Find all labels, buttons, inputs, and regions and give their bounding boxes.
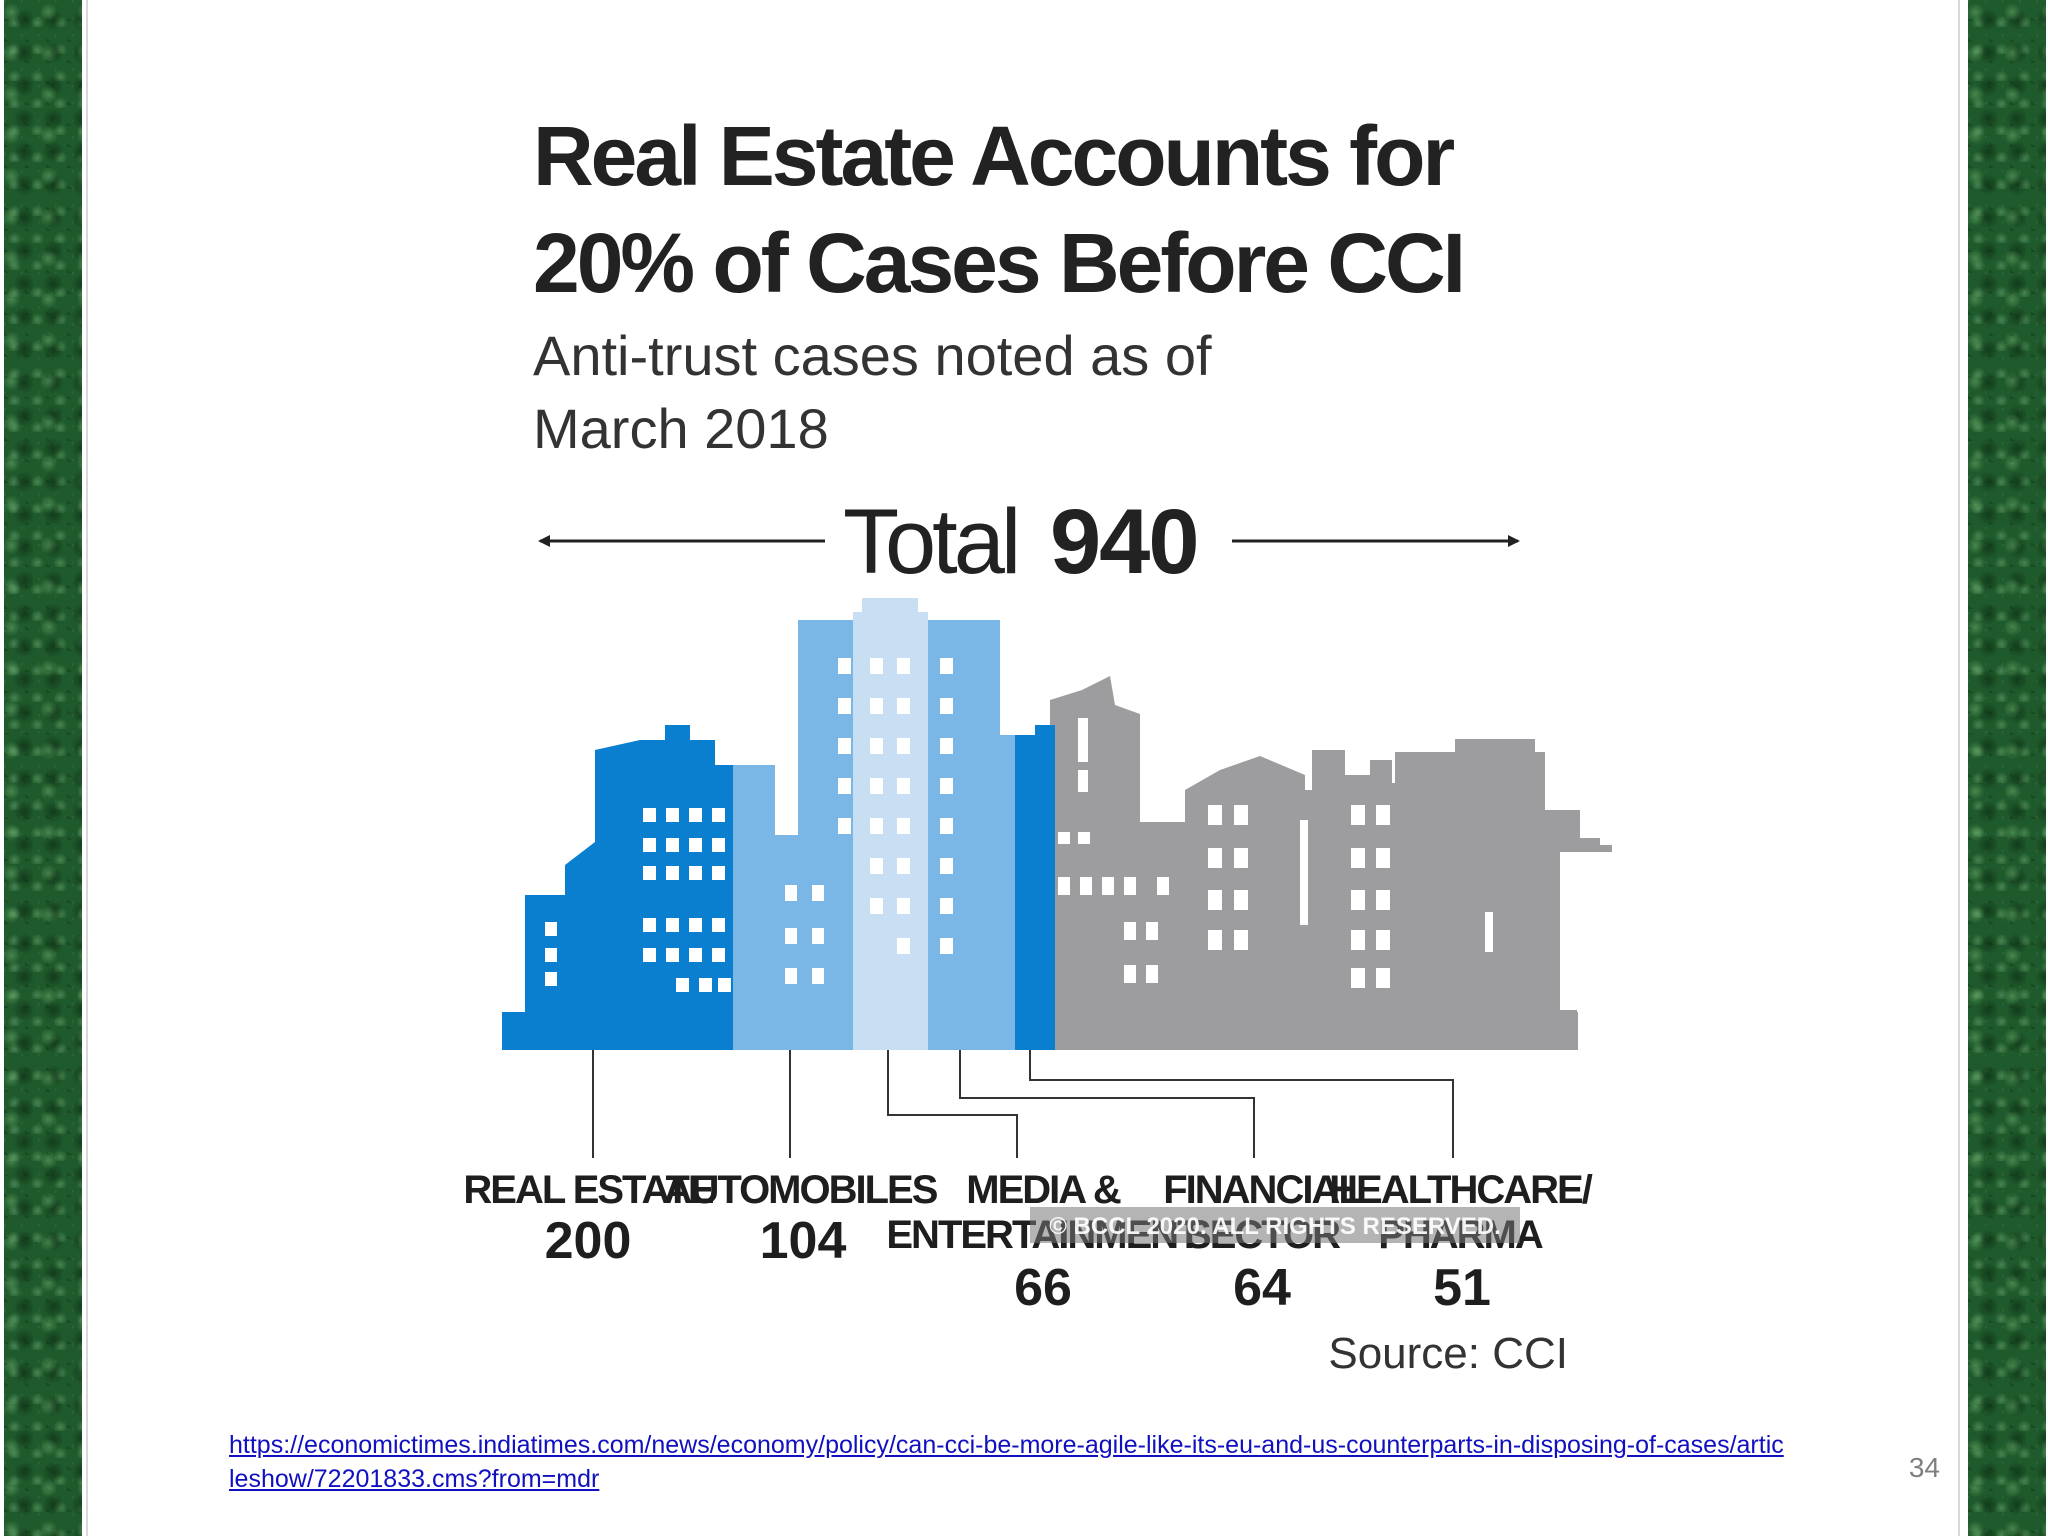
- media-windows: [870, 658, 910, 954]
- chart-title-line-2: 20% of Cases Before CCI: [533, 216, 1463, 310]
- building-grey-skyline: [1050, 676, 1612, 1050]
- chart-subtitle-line-2: March 2018: [533, 397, 829, 460]
- automobiles-windows: [785, 658, 953, 984]
- building-media-entertainment: [853, 598, 928, 1050]
- slide-page-number: 34: [1908, 1452, 1940, 1483]
- base-strip-automobiles-right: [928, 1012, 1015, 1050]
- source-article-link[interactable]: https://economictimes.indiatimes.com/new…: [229, 1431, 1784, 1493]
- right-decorative-border: [1968, 0, 2046, 1536]
- label-real-estate: REAL ESTATE: [463, 1168, 713, 1212]
- value-media: 66: [1014, 1259, 1072, 1317]
- watermark-text: © BCCL 2020. ALL RIGHTS RESERVED.: [1049, 1213, 1501, 1240]
- base-strip-media: [853, 1012, 928, 1050]
- source-note: Source: CCI: [1328, 1329, 1568, 1378]
- base-strip-financial-blue: [1015, 1012, 1055, 1050]
- left-decorative-border: [4, 0, 82, 1536]
- watermark-backdrop: [1030, 1207, 1520, 1243]
- category-labels: REAL ESTATE 200 AUTOMOBILES 104 MEDIA & …: [463, 1168, 1594, 1317]
- building-real-estate: [502, 725, 735, 1050]
- value-real-estate: 200: [545, 1212, 632, 1270]
- chart-subtitle-line-1: Anti-trust cases noted as of: [533, 324, 1212, 387]
- right-edge-line: [1958, 0, 1960, 1536]
- value-financial: 64: [1233, 1259, 1291, 1317]
- grey-building-windows: [1058, 718, 1493, 988]
- base-strip-automobiles: [733, 1012, 853, 1050]
- left-edge-line: [86, 0, 88, 1536]
- label-automobiles: AUTOMOBILES: [664, 1168, 938, 1212]
- real-estate-windows: [545, 808, 731, 992]
- total-value: 940: [1050, 491, 1198, 593]
- chart-title-line-1: Real Estate Accounts for: [533, 109, 1454, 203]
- value-healthcare: 51: [1433, 1259, 1491, 1317]
- total-label: Total: [843, 491, 1017, 593]
- building-financial-blue: [1015, 725, 1055, 1050]
- leader-lines: [592, 1050, 1454, 1158]
- label-healthcare-line-1: HEALTHCARE/: [1329, 1168, 1593, 1212]
- label-financial-line-1: FINANCIAL: [1163, 1168, 1362, 1212]
- infographic-chart: Real Estate Accounts for 20% of Cases Be…: [463, 109, 1612, 1378]
- label-media-line-1: MEDIA &: [966, 1168, 1121, 1212]
- value-automobiles: 104: [760, 1212, 847, 1270]
- base-strip-real-estate: [502, 1012, 735, 1050]
